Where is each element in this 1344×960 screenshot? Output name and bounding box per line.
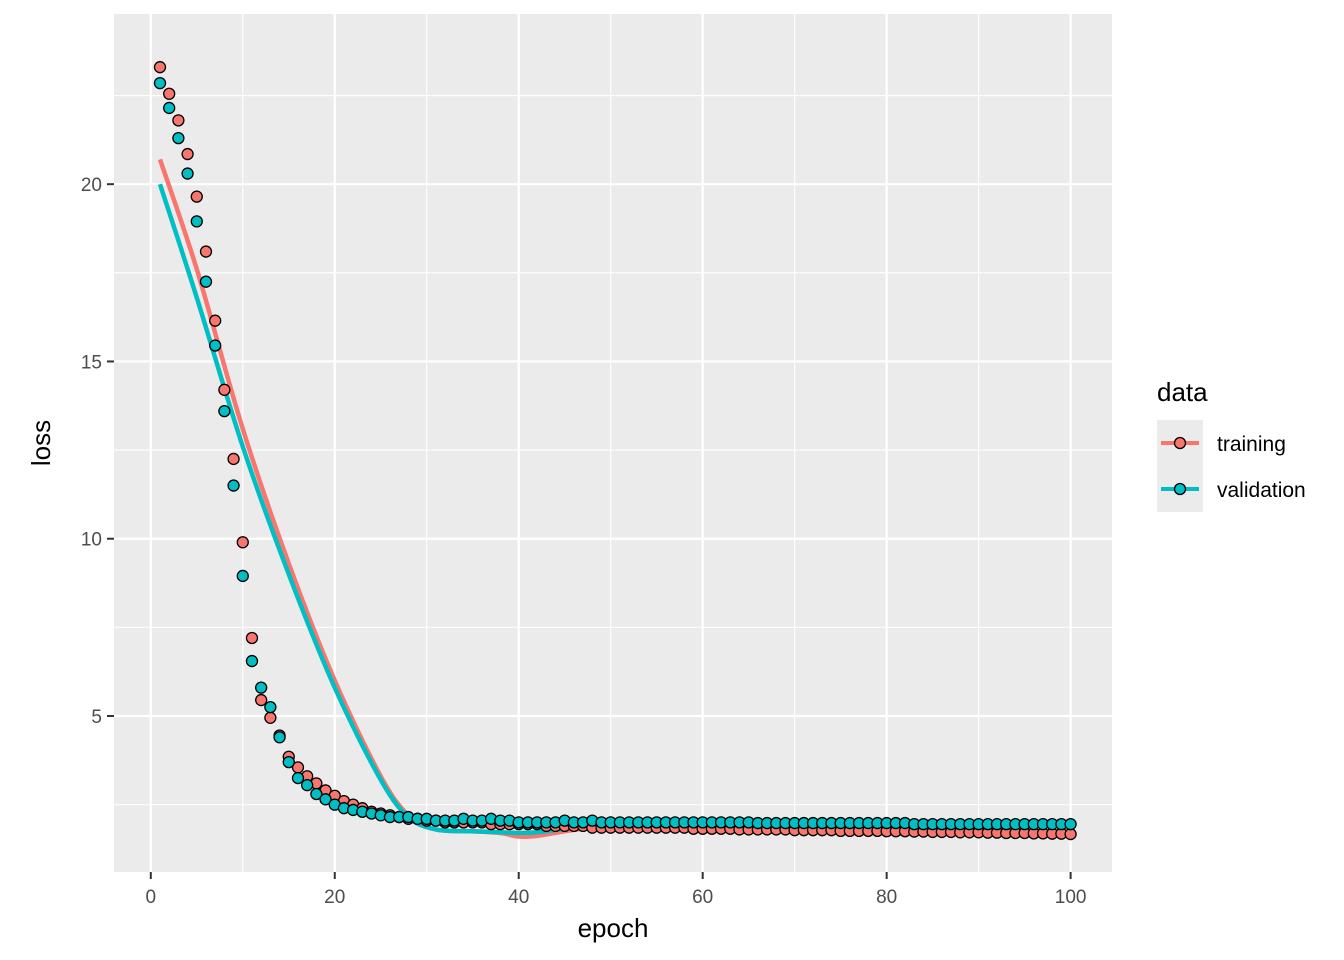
x-axis-title: epoch	[578, 913, 649, 943]
point-training	[153, 61, 167, 74]
x-tick-label: 40	[508, 887, 529, 908]
point-validation	[181, 167, 194, 180]
x-tick-label: 100	[1055, 887, 1087, 908]
point-training	[209, 314, 222, 327]
legend: data training validation	[1157, 377, 1306, 512]
legend-title: data	[1157, 377, 1208, 407]
point-training	[264, 711, 277, 724]
data-points	[153, 61, 1077, 841]
x-tick-label: 60	[692, 887, 713, 908]
point-training	[190, 190, 203, 203]
y-tick-label: 20	[81, 175, 102, 196]
point-validation	[153, 76, 167, 90]
point-training	[218, 383, 231, 396]
x-tick-label: 0	[146, 887, 157, 908]
point-validation	[199, 275, 213, 288]
legend-key-validation-point	[1173, 482, 1187, 496]
point-validation	[190, 215, 203, 228]
point-validation	[310, 787, 323, 801]
point-training	[181, 147, 194, 161]
point-validation	[264, 700, 277, 714]
point-validation	[255, 681, 268, 694]
point-training	[199, 245, 213, 258]
point-training	[227, 452, 240, 466]
panel-background	[114, 14, 1112, 872]
legend-key-training-point	[1173, 436, 1187, 450]
point-validation	[291, 771, 305, 785]
y-axis-title: loss	[26, 420, 56, 466]
point-validation	[319, 793, 332, 806]
point-training	[245, 631, 259, 645]
point-training	[236, 536, 249, 549]
major-grid	[114, 14, 1112, 872]
point-validation	[1064, 817, 1077, 831]
point-validation	[172, 131, 185, 145]
point-validation	[245, 654, 259, 668]
x-axis: 0 20 40 60 80 100	[146, 872, 1087, 908]
point-validation	[227, 479, 240, 492]
y-axis: 5 10 15 20	[81, 175, 114, 728]
x-tick-label: 20	[324, 887, 345, 908]
minor-grid	[114, 14, 1112, 872]
point-training	[172, 114, 185, 127]
point-validation	[236, 569, 249, 583]
x-tick-label: 80	[876, 887, 897, 908]
legend-label-validation: validation	[1217, 479, 1306, 502]
point-validation	[218, 404, 231, 418]
y-tick-label: 15	[81, 352, 102, 373]
point-validation	[163, 101, 176, 115]
y-tick-label: 5	[91, 707, 102, 728]
legend-label-training: training	[1217, 433, 1286, 456]
y-tick-label: 10	[81, 530, 102, 551]
point-training	[163, 87, 176, 100]
point-validation	[273, 731, 286, 744]
point-validation	[209, 339, 222, 352]
point-validation	[301, 778, 314, 792]
point-training	[255, 693, 268, 707]
point-validation	[282, 755, 295, 769]
